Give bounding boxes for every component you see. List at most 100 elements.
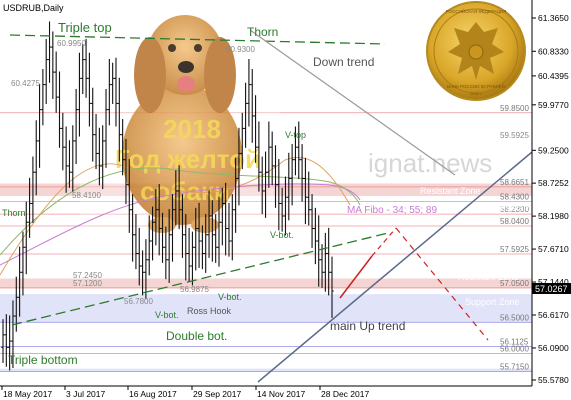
zone-band bbox=[0, 368, 532, 372]
point-label: 57.1200 bbox=[73, 279, 102, 288]
level-label: 58.2300 bbox=[500, 205, 529, 214]
point-label: 60.9300 bbox=[226, 45, 255, 54]
price-tick-label: 61.3650 bbox=[538, 13, 569, 23]
coin-top-text: РОССИЙСКАЯ ФЕДЕРАЦИЯ bbox=[446, 7, 507, 14]
level-label: 55.7150 bbox=[500, 362, 529, 371]
zone-band bbox=[0, 278, 532, 288]
price-tick-label: 56.0900 bbox=[538, 343, 569, 353]
price-tick-label: 55.5780 bbox=[538, 375, 569, 385]
point-label: 56.7800 bbox=[124, 297, 153, 306]
date-tick-label: 29 Sep 2017 bbox=[193, 389, 241, 399]
site-watermark: ignat.news bbox=[368, 148, 492, 178]
level-label: 58.4300 bbox=[500, 193, 529, 202]
point-label: 56.9875 bbox=[180, 285, 209, 294]
level-label-resistant: resistant bbox=[497, 203, 532, 213]
level-label: 58.6651 bbox=[500, 178, 529, 187]
forecast-up-dashed bbox=[371, 227, 397, 257]
price-tick-label: 58.1980 bbox=[538, 211, 569, 221]
level-label: 57.5925 bbox=[500, 245, 529, 254]
point-label: 58.4100 bbox=[72, 191, 101, 200]
annotation-v-bot-right: V-bot. bbox=[270, 230, 294, 240]
price-tick-label: 59.9770 bbox=[538, 100, 569, 110]
eagle-shield bbox=[468, 44, 484, 60]
date-tick-label: 3 Jul 2017 bbox=[66, 389, 105, 399]
point-label: 57.2450 bbox=[73, 271, 102, 280]
coin-year: 2018 г. bbox=[470, 91, 482, 96]
level-label-support: support bbox=[493, 371, 524, 381]
zone-label-resistant-upper: Resistant Zone bbox=[420, 186, 481, 196]
gold-coin-image: РОССИЙСКАЯ ФЕДЕРАЦИЯ БАНК РОССИИ 50 РУБЛ… bbox=[426, 1, 526, 101]
ma-89-line bbox=[0, 183, 361, 266]
annotation-triple-bottom: Triple bottom bbox=[8, 353, 78, 367]
annotation-double-bot: Double bot. bbox=[166, 329, 227, 343]
coin-bottom-text: БАНК РОССИИ 50 РУБЛЕЙ bbox=[447, 82, 505, 89]
trendlines-group bbox=[9, 29, 533, 383]
point-label: 60.4275 bbox=[11, 79, 40, 88]
level-label: 56.5000 bbox=[500, 313, 529, 322]
dog-left-ear bbox=[134, 37, 166, 113]
ma-55-line bbox=[0, 167, 361, 256]
level-label: 57.0500 bbox=[500, 279, 529, 288]
current-price-value: 57.0267 bbox=[535, 284, 568, 294]
dog-left-eye bbox=[168, 44, 176, 52]
down-trend-line bbox=[249, 29, 456, 176]
price-tick-label: 60.8330 bbox=[538, 46, 569, 56]
dog-body bbox=[122, 85, 242, 225]
triple-top-line bbox=[9, 34, 386, 45]
moving-averages-group bbox=[0, 156, 361, 276]
dog-right-eye bbox=[194, 44, 202, 52]
zone-label-support: Support Zone bbox=[465, 297, 520, 307]
coin-rim bbox=[433, 8, 519, 94]
chart-title: USDRUB,Daily bbox=[3, 3, 64, 13]
annotation-thorn-left: Thorn bbox=[2, 208, 26, 218]
current-price-tag: 57.0267 bbox=[532, 283, 571, 294]
point-label: 59.5925 bbox=[500, 131, 529, 140]
annotation-ross-hook: Ross Hook bbox=[187, 306, 232, 316]
annotation-main-up-trend: main Up trend bbox=[330, 319, 405, 333]
watermark-year: 2018 bbox=[163, 114, 221, 144]
ma-34-line bbox=[0, 156, 351, 276]
price-tick-label: 57.1440 bbox=[538, 277, 569, 287]
annotation-ma-fibo: MA Fibo - 34; 55; 89 bbox=[347, 205, 437, 216]
price-axis: 61.3650 60.8330 60.4395 59.9770 59.2500 58.72… bbox=[531, 0, 569, 386]
annotations-group: Triple top Thorn Down trend V-top Thorn … bbox=[2, 20, 532, 381]
annotation-v-top: V-top bbox=[285, 130, 306, 140]
dog-tongue bbox=[177, 76, 195, 92]
level-label: 58.0400 bbox=[500, 217, 529, 226]
price-tick-label: 58.7252 bbox=[538, 178, 569, 188]
watermark-line1: Год желтой bbox=[115, 144, 261, 174]
date-tick-label: 16 Aug 2017 bbox=[129, 389, 177, 399]
annotation-down-trend: Down trend bbox=[313, 55, 374, 69]
price-tick-label: 56.6170 bbox=[538, 310, 569, 320]
level-label: 59.8500 bbox=[500, 104, 529, 113]
price-tick-label: 60.4395 bbox=[538, 71, 569, 81]
ross-hook-line bbox=[11, 232, 389, 326]
forecast-up-segment bbox=[339, 255, 373, 299]
date-tick-label: 18 May 2017 bbox=[3, 389, 52, 399]
dog-watermark: 2018 Год желтой собаки bbox=[80, 8, 280, 233]
level-label: 56.1125 bbox=[500, 338, 529, 347]
annotation-v-bot-mid: V-bot. bbox=[218, 292, 242, 302]
annotation-triple-top: Triple top bbox=[58, 20, 112, 35]
point-label: 60.9950 bbox=[57, 39, 86, 48]
dog-right-ear bbox=[204, 37, 236, 113]
price-point-labels-group: 60.9950 60.4275 60.9300 57.2450 57.1200 … bbox=[11, 39, 529, 306]
forecast-down-dashed bbox=[395, 227, 489, 341]
date-axis: 18 May 2017 3 Jul 2017 16 Aug 2017 29 Sep 2… bbox=[0, 385, 532, 399]
price-bars-group bbox=[1, 21, 334, 371]
price-tick-label: 59.2500 bbox=[538, 145, 569, 155]
zone-label-resistant-lower: Resistant Zone bbox=[458, 272, 519, 282]
current-price-box bbox=[532, 283, 571, 294]
annotation-v-bot-left: V-bot. bbox=[155, 310, 179, 320]
level-label: 56.0000 bbox=[500, 345, 529, 354]
annotation-thorn-top: Thorn bbox=[247, 25, 278, 39]
dog-nose bbox=[178, 61, 194, 73]
zone-band bbox=[0, 294, 532, 323]
watermark-line2: собаки bbox=[140, 176, 230, 206]
date-tick-label: 28 Dec 2017 bbox=[321, 389, 369, 399]
main-up-trend-line bbox=[257, 151, 533, 383]
date-tick-label: 14 Nov 2017 bbox=[257, 389, 305, 399]
price-tick-label: 57.6710 bbox=[538, 244, 569, 254]
